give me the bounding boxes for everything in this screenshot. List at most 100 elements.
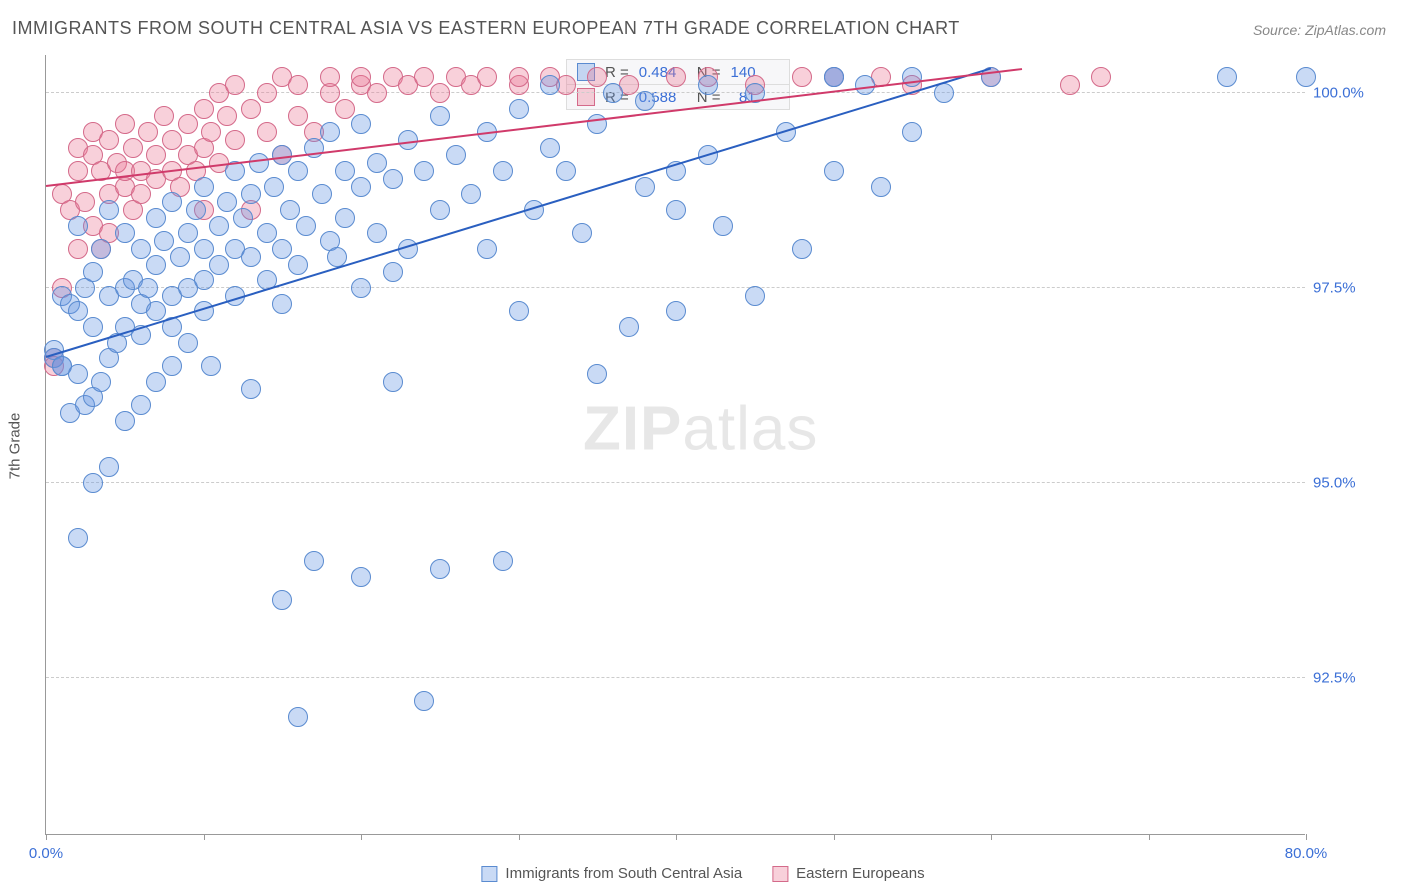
scatter-point-series-a (351, 114, 371, 134)
scatter-point-series-a (296, 216, 316, 236)
scatter-point-series-a (209, 255, 229, 275)
scatter-point-series-a (351, 278, 371, 298)
scatter-point-series-b (288, 75, 308, 95)
scatter-point-series-a (367, 153, 387, 173)
scatter-point-series-a (186, 200, 206, 220)
scatter-point-series-b (367, 83, 387, 103)
x-tick-label: 80.0% (1285, 845, 1328, 862)
scatter-point-series-a (99, 457, 119, 477)
plot-area: ZIPatlas R = 0.484N = 140R = 0.588N = 81… (45, 55, 1305, 835)
scatter-point-series-b (509, 67, 529, 87)
scatter-point-series-a (178, 223, 198, 243)
scatter-point-series-b (75, 192, 95, 212)
scatter-point-series-a (493, 161, 513, 181)
scatter-point-series-a (666, 200, 686, 220)
scatter-point-series-a (131, 395, 151, 415)
scatter-point-series-a (556, 161, 576, 181)
scatter-point-series-b (123, 138, 143, 158)
legend: Immigrants from South Central Asia Easte… (481, 865, 924, 882)
scatter-point-series-a (115, 223, 135, 243)
scatter-point-series-b (131, 184, 151, 204)
scatter-point-series-b (162, 130, 182, 150)
scatter-point-series-a (272, 590, 292, 610)
scatter-point-series-a (430, 106, 450, 126)
scatter-point-series-a (264, 177, 284, 197)
y-tick-label: 92.5% (1313, 670, 1393, 687)
scatter-point-series-a (241, 247, 261, 267)
scatter-point-series-a (131, 239, 151, 259)
scatter-point-series-a (587, 364, 607, 384)
scatter-point-series-a (288, 161, 308, 181)
scatter-point-series-a (335, 208, 355, 228)
scatter-point-series-a (288, 707, 308, 727)
scatter-point-series-b (241, 99, 261, 119)
scatter-point-series-b (201, 122, 221, 142)
scatter-point-series-a (162, 192, 182, 212)
scatter-point-series-a (146, 301, 166, 321)
legend-swatch-b (772, 866, 788, 882)
scatter-point-series-b (217, 106, 237, 126)
legend-label-a: Immigrants from South Central Asia (505, 865, 742, 882)
scatter-point-series-a (68, 364, 88, 384)
scatter-point-series-a (68, 216, 88, 236)
scatter-point-series-a (509, 301, 529, 321)
scatter-point-series-a (572, 223, 592, 243)
scatter-point-series-a (414, 161, 434, 181)
scatter-point-series-b (154, 106, 174, 126)
scatter-point-series-a (154, 231, 174, 251)
scatter-point-series-a (249, 153, 269, 173)
legend-item-series-b: Eastern Europeans (772, 865, 924, 882)
scatter-point-series-a (383, 262, 403, 282)
y-axis-label: 7th Grade (7, 413, 24, 480)
scatter-point-series-a (666, 301, 686, 321)
scatter-point-series-a (335, 161, 355, 181)
scatter-point-series-a (1296, 67, 1316, 87)
scatter-point-series-b (194, 99, 214, 119)
scatter-point-series-a (871, 177, 891, 197)
scatter-point-series-a (83, 473, 103, 493)
scatter-point-series-a (902, 122, 922, 142)
scatter-point-series-a (272, 294, 292, 314)
scatter-point-series-a (241, 184, 261, 204)
scatter-point-series-a (792, 239, 812, 259)
scatter-point-series-a (635, 91, 655, 111)
scatter-point-series-b (68, 239, 88, 259)
chart-title: IMMIGRANTS FROM SOUTH CENTRAL ASIA VS EA… (12, 18, 960, 39)
scatter-point-series-a (146, 372, 166, 392)
scatter-point-series-a (146, 208, 166, 228)
scatter-point-series-a (257, 223, 277, 243)
scatter-point-series-b (138, 122, 158, 142)
scatter-point-series-a (272, 239, 292, 259)
scatter-point-series-a (351, 567, 371, 587)
scatter-point-series-a (91, 372, 111, 392)
legend-item-series-a: Immigrants from South Central Asia (481, 865, 742, 882)
x-tick-label: 0.0% (29, 845, 63, 862)
scatter-point-series-a (603, 83, 623, 103)
scatter-point-series-b (178, 114, 198, 134)
x-tick-mark (1149, 834, 1150, 840)
scatter-point-series-b (99, 130, 119, 150)
scatter-point-series-a (619, 317, 639, 337)
stats-swatch-icon (577, 88, 595, 106)
x-tick-mark (204, 834, 205, 840)
scatter-point-series-a (304, 551, 324, 571)
scatter-point-series-a (241, 379, 261, 399)
scatter-point-series-a (414, 691, 434, 711)
source-attribution: Source: ZipAtlas.com (1253, 22, 1386, 38)
scatter-point-series-b (477, 67, 497, 87)
scatter-point-series-b (68, 161, 88, 181)
gridline (46, 482, 1305, 483)
scatter-point-series-a (83, 317, 103, 337)
scatter-point-series-a (209, 216, 229, 236)
scatter-point-series-a (477, 239, 497, 259)
scatter-point-series-a (312, 184, 332, 204)
scatter-point-series-a (162, 356, 182, 376)
scatter-point-series-b (1060, 75, 1080, 95)
scatter-point-series-a (138, 278, 158, 298)
scatter-point-series-a (91, 239, 111, 259)
scatter-point-series-b (430, 83, 450, 103)
legend-label-b: Eastern Europeans (796, 865, 924, 882)
scatter-point-series-b (1091, 67, 1111, 87)
scatter-point-series-a (383, 169, 403, 189)
scatter-point-series-a (902, 67, 922, 87)
